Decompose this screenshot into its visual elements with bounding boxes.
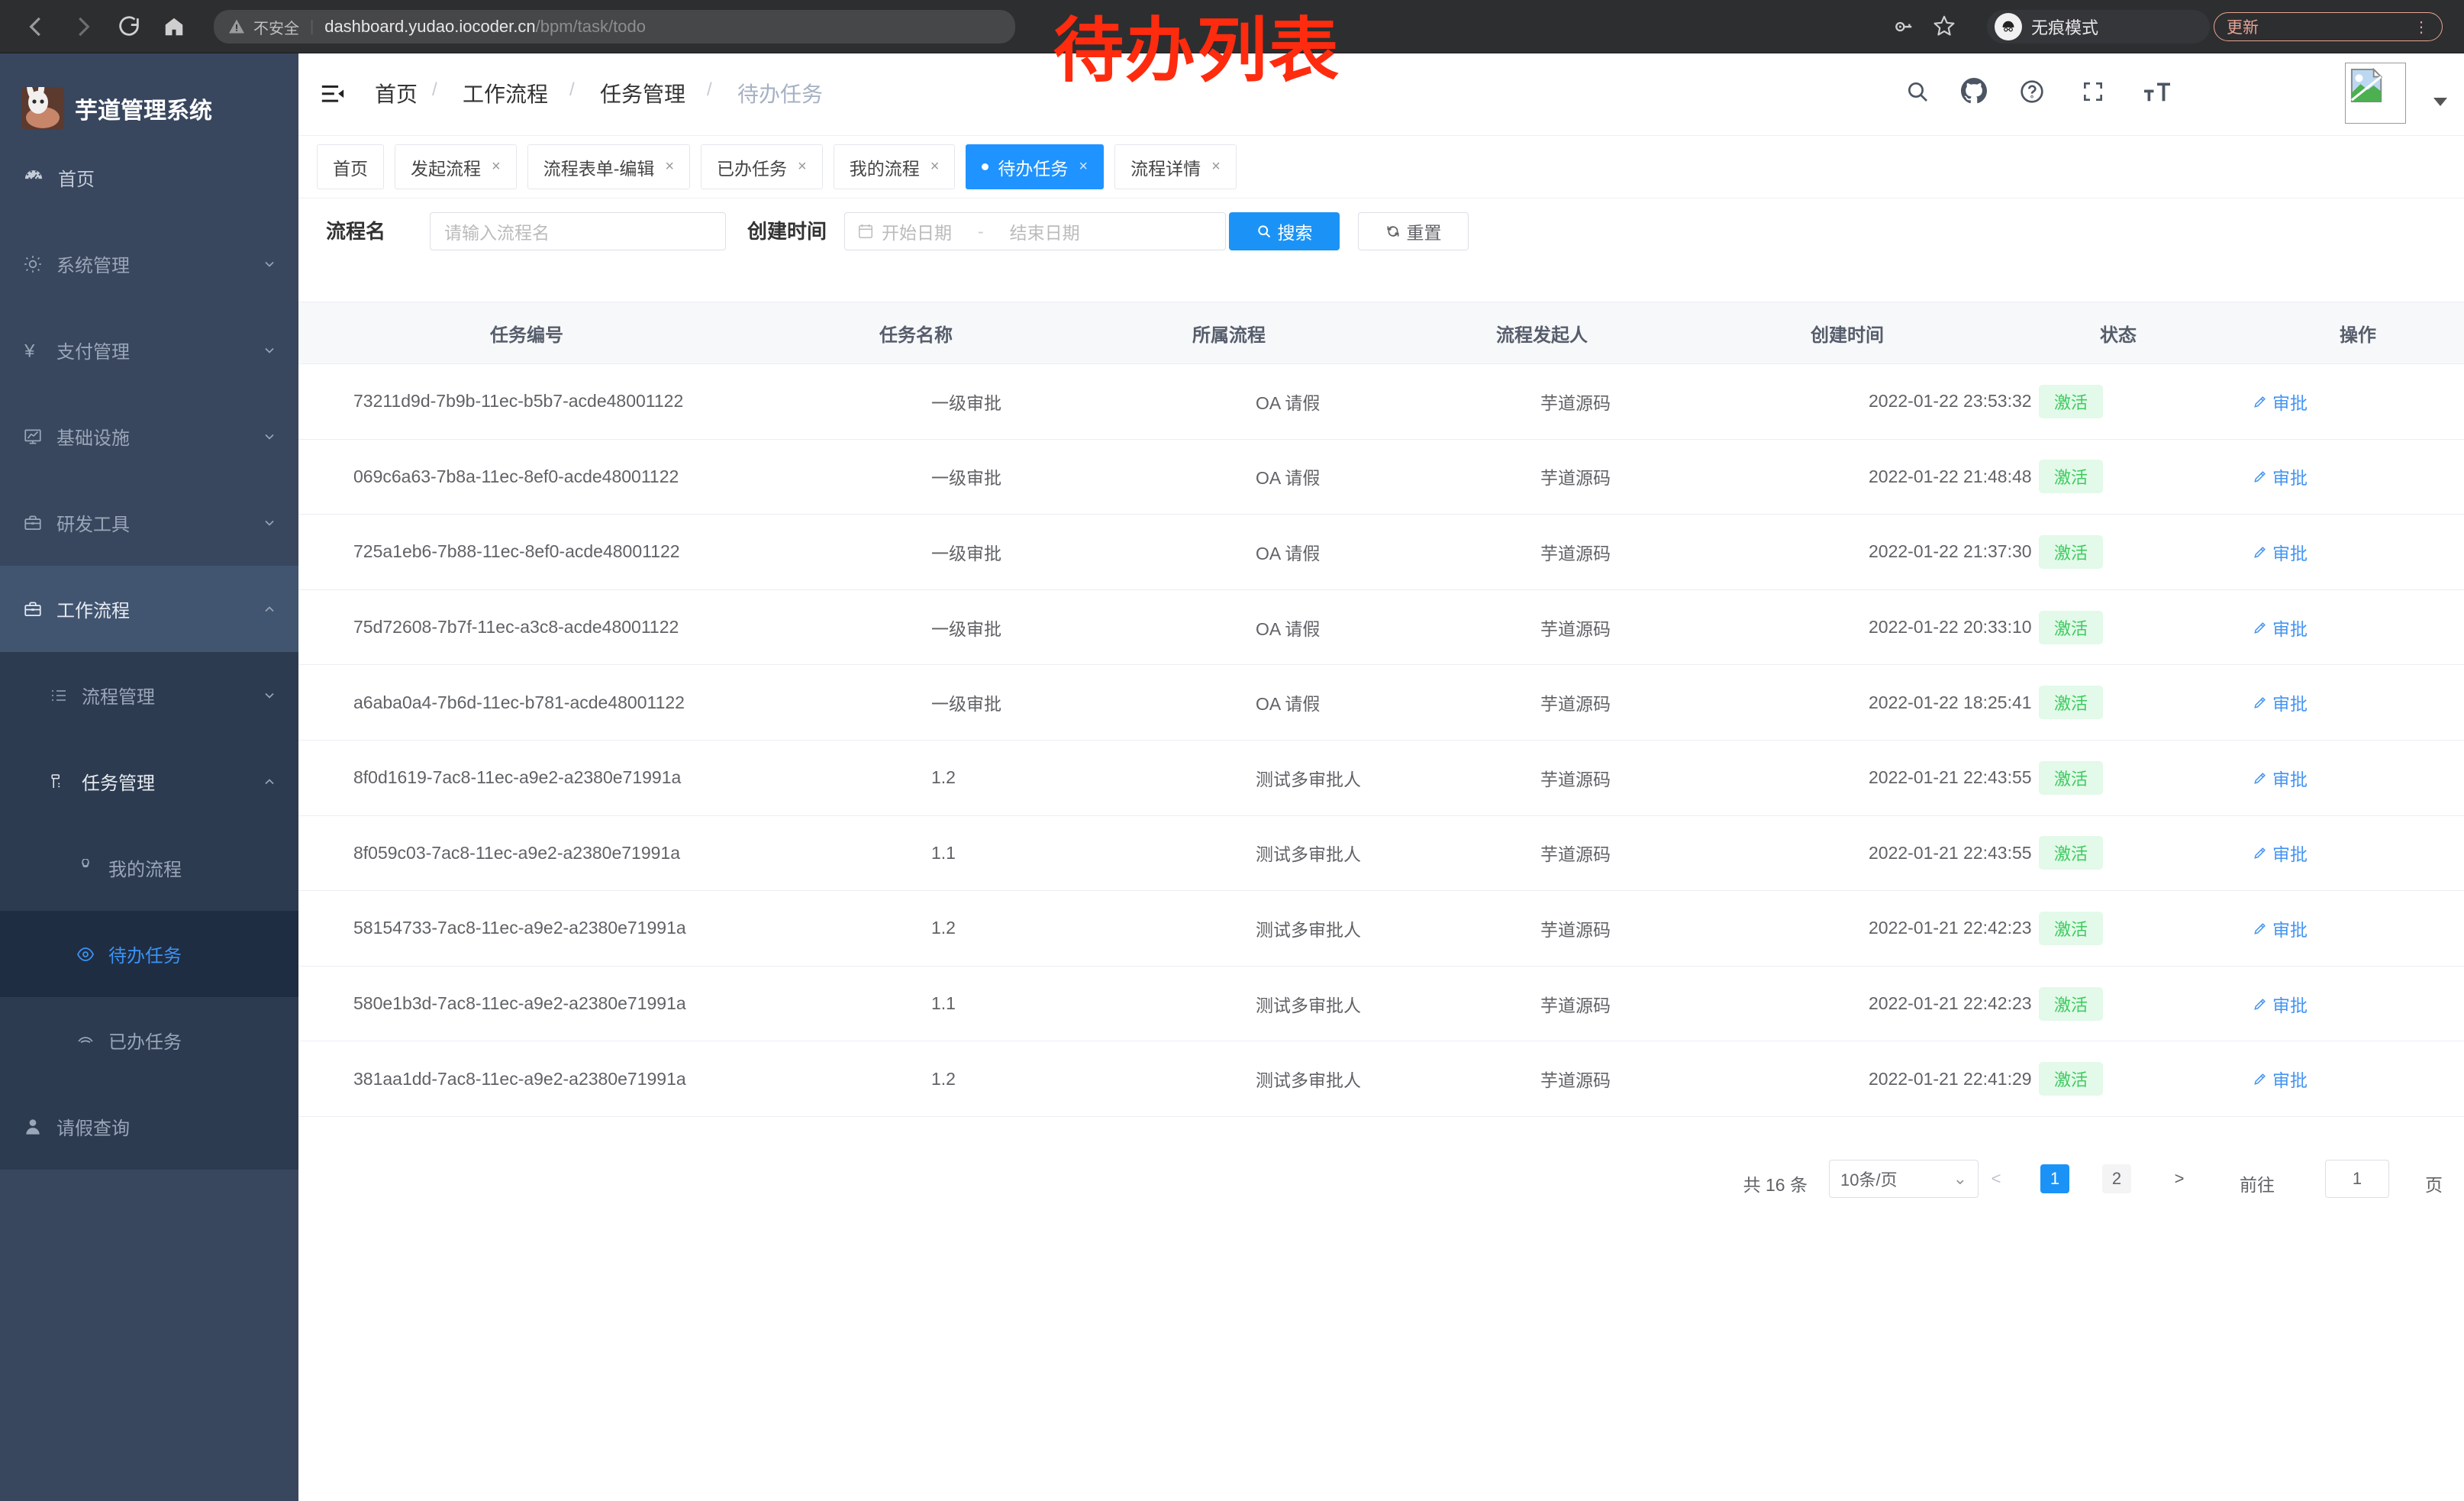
svg-text:¥: ¥	[24, 341, 35, 360]
